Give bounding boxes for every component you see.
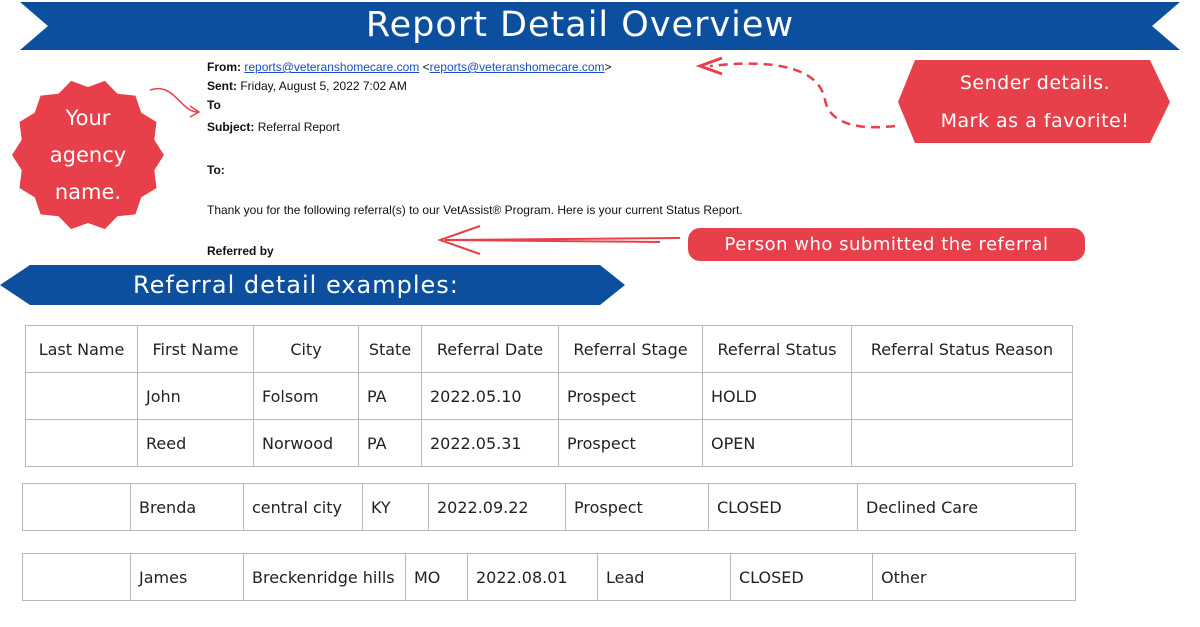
cell: Other [872,553,1076,601]
cell: 2022.05.31 [421,419,559,467]
cell [22,553,131,601]
label: From: [207,60,241,74]
value: Referral Report [257,120,340,134]
cell: Norwood [253,419,359,467]
to-line: To: [207,162,225,178]
cell: John [137,372,254,420]
email-link[interactable]: reports@veteranshomecare.com [429,60,605,74]
referral-table: Brenda central city KY 2022.09.22 Prospect CL… [22,483,1076,531]
cell: PA [358,419,422,467]
label: To: [207,163,225,177]
referrer-callout: Person who submitted the referral [724,234,1049,255]
cell: OPEN [702,419,852,467]
bracket: > [604,60,612,74]
body-text: Thank you for the following referral(s) … [207,203,743,217]
cell: MO [405,553,468,601]
referral-table: James Breckenridge hills MO 2022.08.01 Lead C… [22,553,1076,601]
header-cell: First Name [137,325,254,373]
referrer-callout-shape [688,228,1085,261]
to-line: To [207,97,221,113]
cell [25,419,138,467]
callout-line: Your [65,106,111,130]
cell: Declined Care [857,483,1076,531]
cell [851,419,1073,467]
cell: James [130,553,244,601]
cell [25,372,138,420]
cell: CLOSED [730,553,873,601]
cell: central city [243,483,363,531]
header-cell: Referral Date [421,325,559,373]
cell: Prospect [558,419,703,467]
email-link[interactable]: reports@veteranshomecare.com [244,60,420,74]
label: Referred by [207,244,274,258]
header-cell: City [253,325,359,373]
title-ribbon [20,2,1180,50]
arrow-head [436,225,481,255]
cell: Lead [597,553,731,601]
cell: Prospect [565,483,709,531]
value: Friday, August 5, 2022 7:02 AM [240,79,407,93]
cell [22,483,131,531]
cell: HOLD [702,372,852,420]
section-ribbon [0,265,625,305]
cell: Prospect [558,372,703,420]
sender-arrowhead [695,56,723,76]
callout-line: Sender details. [959,72,1111,94]
label: Sent: [207,79,237,93]
cell [851,372,1073,420]
header-row: Last Name First Name City State Referral Dat… [25,325,1073,373]
header-cell: State [358,325,422,373]
sender-arrow [709,62,896,129]
header-cell: Referral Status [702,325,852,373]
agency-arrowhead [189,105,201,118]
referrer-arrow [436,225,681,255]
cell: 2022.08.01 [467,553,598,601]
referred-by: Referred by [207,243,274,259]
data-row: Brenda central city KY 2022.09.22 Prospect CL… [22,483,1076,531]
callout-line: Mark as a favorite! [940,110,1130,132]
sender-callout: Sender details. Mark as a favorite! [905,64,1165,140]
subject-line: Subject: Referral Report [207,119,340,135]
label: To [207,98,221,112]
cell: 2022.09.22 [428,483,566,531]
cell: Breckenridge hills [243,553,406,601]
referral-table: Last Name First Name City State Referral Dat… [25,325,1073,467]
callout-line: agency [49,143,127,167]
sent-line: Sent: Friday, August 5, 2022 7:02 AM [207,78,407,94]
header-cell: Last Name [25,325,138,373]
sender-callout-shape [898,60,1170,143]
cell: Folsom [253,372,359,420]
arrow-line [444,239,661,243]
header-cell: Referral Stage [558,325,703,373]
label: Subject: [207,120,255,134]
data-row: John Folsom PA 2022.05.10 Prospect HOLD [25,372,1073,420]
header-cell: Referral Status Reason [851,325,1073,373]
cell: Reed [137,419,254,467]
banner-title: Report Detail Overview [365,5,795,45]
cell: PA [358,372,422,420]
data-row: Reed Norwood PA 2022.05.31 Prospect OPEN [25,419,1073,467]
cell: KY [362,483,429,531]
data-row: James Breckenridge hills MO 2022.08.01 Lead C… [22,553,1076,601]
agency-callout: Your agency name. [28,100,148,211]
cell: 2022.05.10 [421,372,559,420]
section-title: Referral detail examples: [133,271,459,299]
cell: Brenda [130,483,244,531]
from-line: From: reports@veteranshomecare.com <repo… [207,59,612,75]
cell: CLOSED [708,483,858,531]
agency-arrow [149,87,199,113]
agency-badge [12,80,164,230]
callout-line: name. [54,180,122,204]
bracket: < [422,60,430,74]
